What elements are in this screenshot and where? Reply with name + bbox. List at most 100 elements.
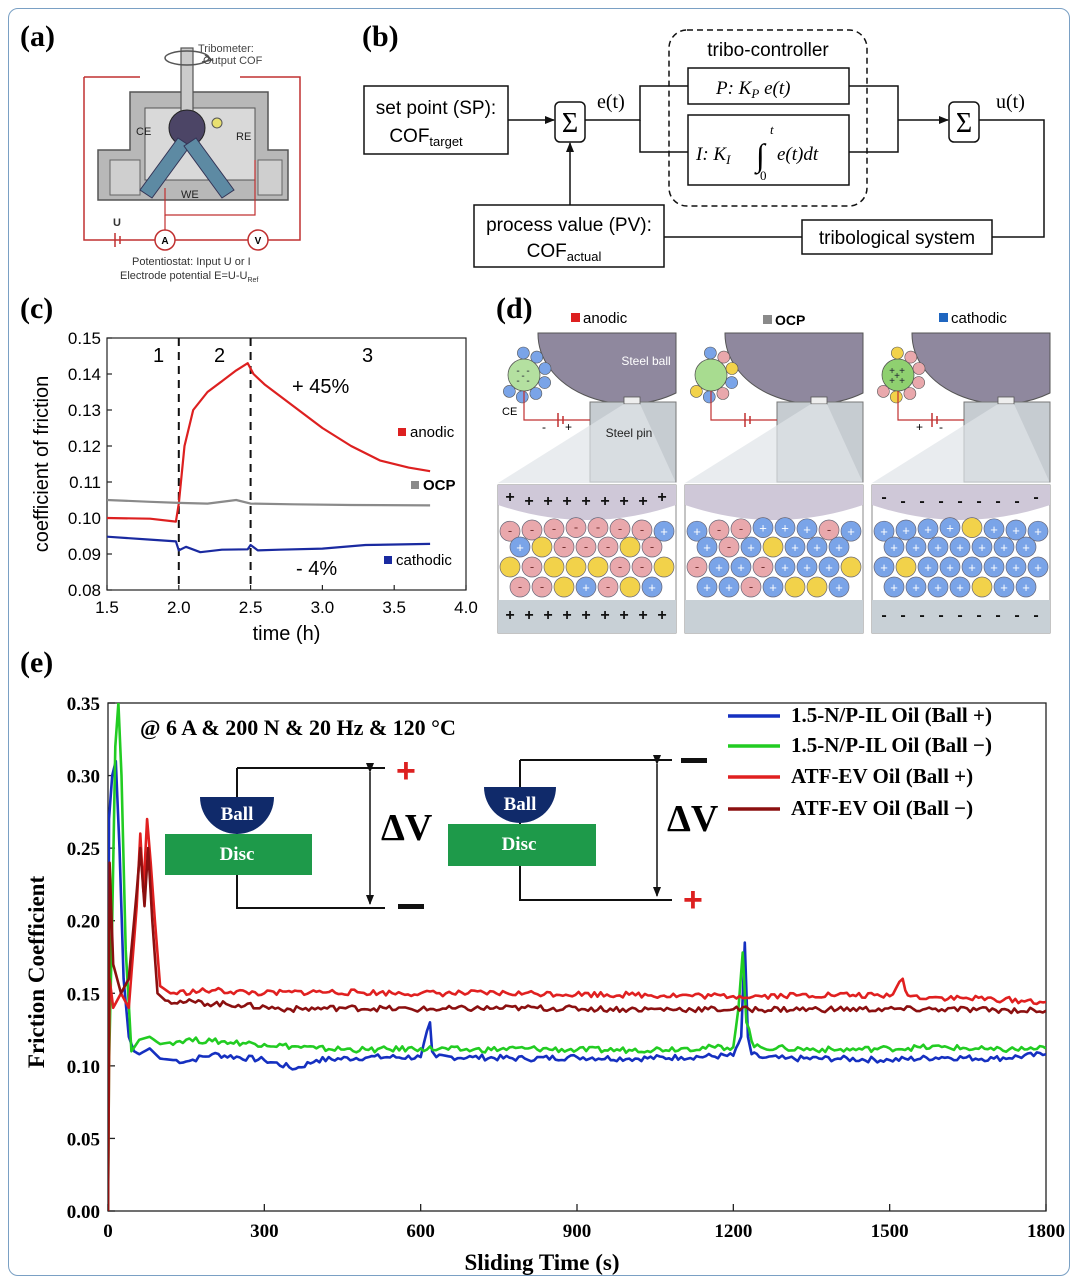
d-plus-c: + xyxy=(916,420,923,434)
e-series-2 xyxy=(108,703,1046,1211)
svg-text:-: - xyxy=(606,579,610,594)
e-ytick-label: 0.00 xyxy=(67,1202,100,1223)
legend-ocp: OCP xyxy=(775,312,805,328)
svg-text:-: - xyxy=(881,607,886,624)
svg-text:+: + xyxy=(889,376,895,387)
svg-text:+: + xyxy=(1022,540,1030,555)
panel-a-label: (a) xyxy=(20,20,55,53)
c-ytick-label: 0.09 xyxy=(68,545,101,564)
voltage-source-label: U xyxy=(113,217,121,229)
i-rest: e(t)dt xyxy=(777,144,819,165)
e-legend-label: ATF-EV Oil (Ball +) xyxy=(791,764,973,788)
process-cof: COF xyxy=(527,241,567,262)
svg-text:-: - xyxy=(827,522,831,537)
svg-text:+: + xyxy=(899,376,905,387)
e-xlabel: Sliding Time (s) xyxy=(464,1250,619,1275)
svg-text:-: - xyxy=(521,371,524,382)
svg-text:-: - xyxy=(957,493,962,510)
c-xtick-label: 2.0 xyxy=(167,598,191,617)
svg-text:+: + xyxy=(1034,524,1042,539)
svg-text:+: + xyxy=(1000,580,1008,595)
disc-label-2: Disc xyxy=(502,834,537,855)
integral-sign: ∫ xyxy=(754,137,767,175)
d-pin-surface xyxy=(872,600,1050,633)
e-ytick-label: 0.20 xyxy=(67,912,100,933)
sum-junction-2 xyxy=(948,101,980,143)
tribometer-label-2: Output COF xyxy=(203,55,263,67)
svg-text:-: - xyxy=(749,579,753,594)
e-xtick-label: 1800 xyxy=(1027,1221,1065,1242)
svg-text:-: - xyxy=(530,522,534,537)
svg-text:+: + xyxy=(781,560,789,575)
legend-anodic-swatch xyxy=(571,313,580,322)
svg-text:-: - xyxy=(552,521,556,536)
svg-text:-: - xyxy=(640,522,644,537)
svg-text:+: + xyxy=(899,366,905,377)
svg-text:-: - xyxy=(562,539,566,554)
phase-3: 3 xyxy=(362,345,373,367)
svg-text:COFactual: COFactual xyxy=(527,241,602,264)
c-series-ocp xyxy=(107,498,431,507)
error-label: e(t) xyxy=(597,91,625,113)
svg-text:+: + xyxy=(880,524,888,539)
svg-text:+: + xyxy=(562,493,571,510)
process-value-box xyxy=(473,204,665,268)
svg-text:-: - xyxy=(957,607,962,624)
svg-text:-: - xyxy=(516,376,519,387)
svg-text:+: + xyxy=(912,580,920,595)
svg-text:-: - xyxy=(995,607,1000,624)
svg-text:+: + xyxy=(581,493,590,510)
svg-text:+: + xyxy=(956,580,964,595)
disc-shape-2 xyxy=(448,824,596,866)
e-ytick-label: 0.25 xyxy=(67,839,100,860)
disc-shape xyxy=(165,834,312,875)
panel-e: (e) 0 300 600 900 1200 1500 1800 0.00 0.05 0.10 0.… xyxy=(20,646,1065,1275)
c-legend-label: anodic xyxy=(410,424,455,441)
sigma-1: Σ xyxy=(562,108,578,139)
d-column-3: + ++ +++ -+ + + + + + ++ + + + + + ++ + + + + + ++ + + + + +------… xyxy=(871,332,1051,634)
svg-text:-: - xyxy=(618,521,622,536)
svg-text:-: - xyxy=(976,493,981,510)
delta-v-2: ΔV xyxy=(667,798,719,840)
svg-text:+: + xyxy=(880,560,888,575)
svg-text:-: - xyxy=(596,520,600,535)
svg-text:+: + xyxy=(847,524,855,539)
panel-c-label: (c) xyxy=(20,292,53,325)
svg-text:-: - xyxy=(650,539,654,554)
plus-sign-2: + xyxy=(683,881,703,919)
legend-cathodic-swatch xyxy=(939,313,948,322)
svg-text:-: - xyxy=(919,607,924,624)
c-xtick-label: 4.0 xyxy=(454,598,478,617)
panel-d: (d) anodic OCP cathodic - -- --Steel ballS… xyxy=(496,292,1051,634)
svg-text:+: + xyxy=(968,560,976,575)
tribometer-label-1: Tribometer: xyxy=(198,43,254,55)
svg-text:+: + xyxy=(638,607,647,624)
svg-text:-: - xyxy=(540,579,544,594)
potentiostat-label-2: Electrode potential E=U-U xyxy=(120,270,248,282)
ammeter xyxy=(154,229,176,251)
potentiostat-sub: Ref xyxy=(247,277,258,284)
svg-text:-: - xyxy=(526,376,529,387)
d-ce-label: CE xyxy=(502,406,517,418)
c-ytick-label: 0.12 xyxy=(68,437,101,456)
svg-text:+: + xyxy=(791,540,799,555)
process-label: process value (PV): xyxy=(486,215,652,236)
tribological-system-box xyxy=(801,219,993,255)
svg-text:+: + xyxy=(657,607,666,624)
svg-text:-: - xyxy=(1033,489,1038,506)
svg-text:-: - xyxy=(900,493,905,510)
tribo-controller-box xyxy=(668,29,868,207)
svg-text:+: + xyxy=(600,607,609,624)
legend-ocp-swatch xyxy=(763,315,772,324)
svg-text:-: - xyxy=(900,607,905,624)
svg-text:+: + xyxy=(737,560,745,575)
svg-text:+: + xyxy=(835,580,843,595)
e-ylabel: Friction Coefficient xyxy=(24,876,49,1069)
svg-text:-: - xyxy=(516,366,519,377)
svg-text:+: + xyxy=(813,540,821,555)
output-label: u(t) xyxy=(996,91,1025,113)
c-ylabel: coefficient of friction xyxy=(31,376,53,552)
d-steel-pin-label: Steel pin xyxy=(606,426,653,440)
ammeter-label: A xyxy=(161,236,168,247)
panel-d-label: (d) xyxy=(496,292,533,325)
